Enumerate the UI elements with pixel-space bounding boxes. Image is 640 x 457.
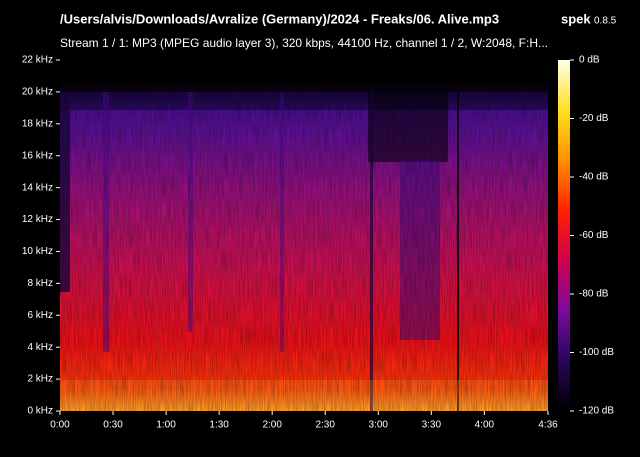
- y-tick-label: 6 kHz: [27, 310, 53, 321]
- y-tick-label: 12 kHz: [22, 214, 53, 225]
- x-tick-label: 4:36: [538, 420, 558, 431]
- x-tick-label: 3:00: [369, 420, 389, 431]
- colorbar-tick-label: -40 dB: [579, 172, 609, 183]
- y-tick-label: 8 kHz: [27, 278, 53, 289]
- y-tick-label: 4 kHz: [27, 342, 53, 353]
- x-tick-label: 3:30: [422, 420, 442, 431]
- x-tick-label: 2:30: [315, 420, 335, 431]
- y-tick-label: 20 kHz: [22, 87, 53, 98]
- colorbar-tick-label: -100 dB: [579, 347, 614, 358]
- y-tick-label: 22 kHz: [22, 55, 53, 66]
- y-tick-label: 18 kHz: [22, 118, 53, 129]
- y-tick-label: 0 kHz: [27, 406, 53, 417]
- colorbar-tick-label: -60 dB: [579, 230, 609, 241]
- stream-info: Stream 1 / 1: MP3 (MPEG audio layer 3), …: [60, 36, 548, 50]
- colorbar-tick-label: -20 dB: [579, 113, 609, 124]
- y-tick-label: 14 kHz: [22, 182, 53, 193]
- x-tick-label: 1:00: [156, 420, 176, 431]
- x-tick-label: 1:30: [209, 420, 229, 431]
- colorbar-tick-label: -120 dB: [579, 406, 614, 417]
- colorbar-tick-label: -80 dB: [579, 289, 609, 300]
- axes: 0 kHz 2 kHz 4 kHz 6 kHz 8 kHz 10 kHz 12 kHz 14 …: [22, 55, 614, 431]
- colorbar-tick-label: 0 dB: [579, 55, 600, 66]
- app-name: spek: [561, 11, 591, 26]
- x-tick-label: 0:00: [50, 420, 70, 431]
- x-tick-label: 0:30: [103, 420, 123, 431]
- x-tick-label: 2:00: [262, 420, 282, 431]
- y-tick-label: 16 kHz: [22, 150, 53, 161]
- x-tick-label: 4:00: [475, 420, 495, 431]
- app-version: 0.8.5: [594, 16, 617, 27]
- colorbar: [558, 60, 570, 411]
- y-tick-label: 10 kHz: [22, 246, 53, 257]
- spectrogram: [60, 60, 548, 411]
- file-title: /Users/alvis/Downloads/Avralize (Germany…: [60, 11, 499, 26]
- y-tick-label: 2 kHz: [27, 374, 53, 385]
